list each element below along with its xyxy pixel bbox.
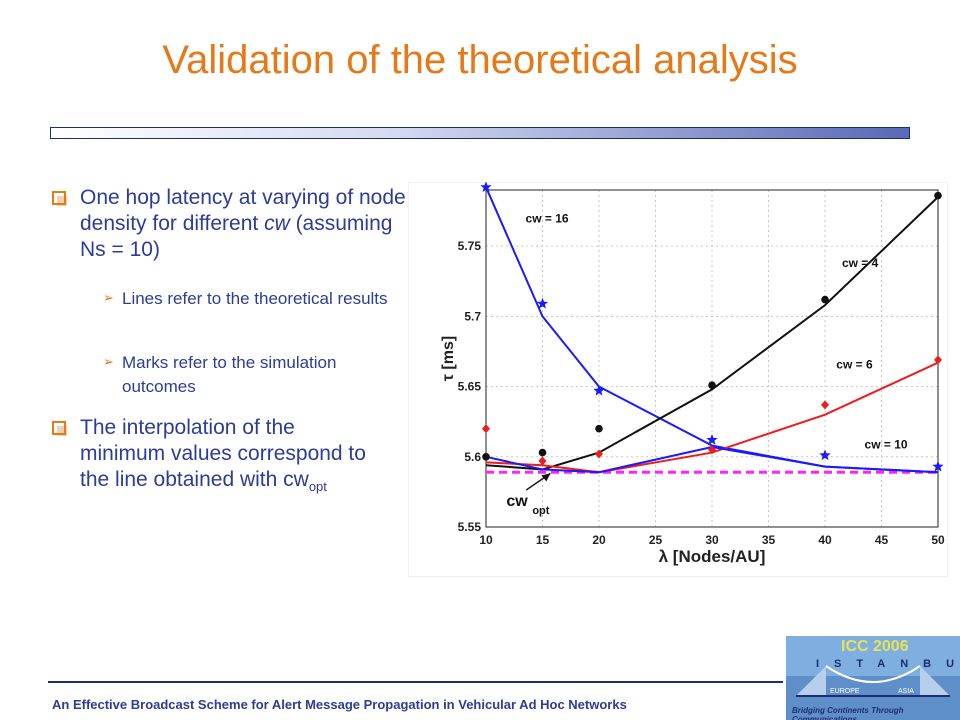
star-marker (706, 433, 718, 445)
checkbox-bullet-icon (52, 421, 67, 436)
series-annotation: cw = 6 (836, 357, 873, 371)
diamond-marker (482, 424, 490, 434)
bullet-interpolation-text: The interpolation of the minimum values … (80, 416, 366, 491)
circle-marker (482, 452, 490, 461)
circle-marker (821, 295, 829, 304)
logo-title: ICC 2006 (841, 638, 909, 655)
diamond-marker (821, 400, 829, 410)
x-tick-label: 45 (875, 533, 889, 547)
circle-marker (595, 424, 603, 433)
x-axis-label: λ [Nodes/AU] (659, 547, 766, 566)
latency-chart: 10 15 20 25 30 35 40 45 50 5.55 5.6 5.65 5.7 5.75 λ [N… (408, 182, 948, 577)
slide-title: Validation of the theoretical analysis (162, 38, 798, 82)
star-marker (932, 460, 944, 472)
conference-logo: ICC 2006 ISTANBUL EUROPE ASIA Bridging C… (786, 636, 960, 720)
diamond-marker (708, 445, 716, 455)
series-line (485, 196, 939, 471)
subbullet-lines: Lines refer to the theoretical results (122, 289, 388, 308)
y-tick-label: 5.6 (464, 450, 481, 464)
x-tick-label: 20 (592, 533, 606, 547)
bullet-latency: One hop latency at varying of node densi… (80, 185, 415, 263)
footer-divider (48, 681, 783, 683)
star-marker (593, 384, 605, 396)
y-tick-label: 5.55 (458, 520, 482, 534)
y-tick-label: 5.7 (464, 309, 481, 323)
x-tick-label: 10 (479, 533, 493, 547)
logo-right-label: ASIA (898, 688, 914, 695)
x-tick-label: 15 (536, 533, 550, 547)
x-tick-label: 35 (762, 533, 776, 547)
series-annotation: cw = 4 (842, 256, 879, 270)
bullet-interpolation-sub: opt (308, 479, 327, 495)
y-tick-label: 5.65 (458, 380, 482, 394)
logo-left-label: EUROPE (830, 688, 860, 695)
x-tick-label: 40 (818, 533, 832, 547)
series-line (485, 361, 939, 474)
circle-marker (934, 191, 942, 200)
diamond-marker (934, 355, 942, 365)
bullet-interpolation: The interpolation of the minimum values … (80, 415, 380, 500)
star-marker (480, 182, 492, 192)
logo-city: ISTANBUL (816, 658, 960, 670)
bullet-latency-text-a: One hop latency at varying of node densi… (80, 186, 406, 235)
cwopt-arrow-head (541, 473, 551, 482)
x-tick-label: 50 (931, 533, 945, 547)
circle-marker (538, 448, 547, 457)
star-marker (819, 449, 831, 461)
circle-marker (708, 381, 716, 389)
checkbox-bullet-icon (52, 191, 67, 206)
series-line (485, 445, 939, 474)
title-divider (50, 127, 910, 139)
star-marker (536, 297, 549, 309)
series-annotation: cw = 10 (865, 437, 908, 451)
series-annotation: cw = 16 (526, 211, 569, 225)
cwopt-label-sub: opt (532, 505, 549, 517)
logo-tagline: Bridging Continents Through Communicatio… (792, 706, 904, 720)
y-tick-label: 5.75 (458, 239, 482, 253)
subbullet-marks: Marks refer to the simulation outcomes (122, 353, 337, 396)
y-axis-label: τ [ms] (440, 336, 457, 381)
x-tick-label: 25 (649, 533, 663, 547)
diamond-marker (538, 456, 547, 466)
arrow-bullet-icon: ➢ (103, 354, 114, 369)
bridge-graphic (786, 665, 960, 720)
bullet-latency-text-b: (assuming Ns = 10) (80, 212, 393, 261)
diamond-marker (595, 449, 603, 459)
x-tick-label: 30 (705, 533, 719, 547)
bullet-latency-em: cw (264, 212, 290, 235)
cwopt-label: cw (506, 493, 528, 510)
arrow-bullet-icon: ➢ (103, 290, 114, 305)
footer-text: An Effective Broadcast Scheme for Alert … (52, 697, 627, 712)
